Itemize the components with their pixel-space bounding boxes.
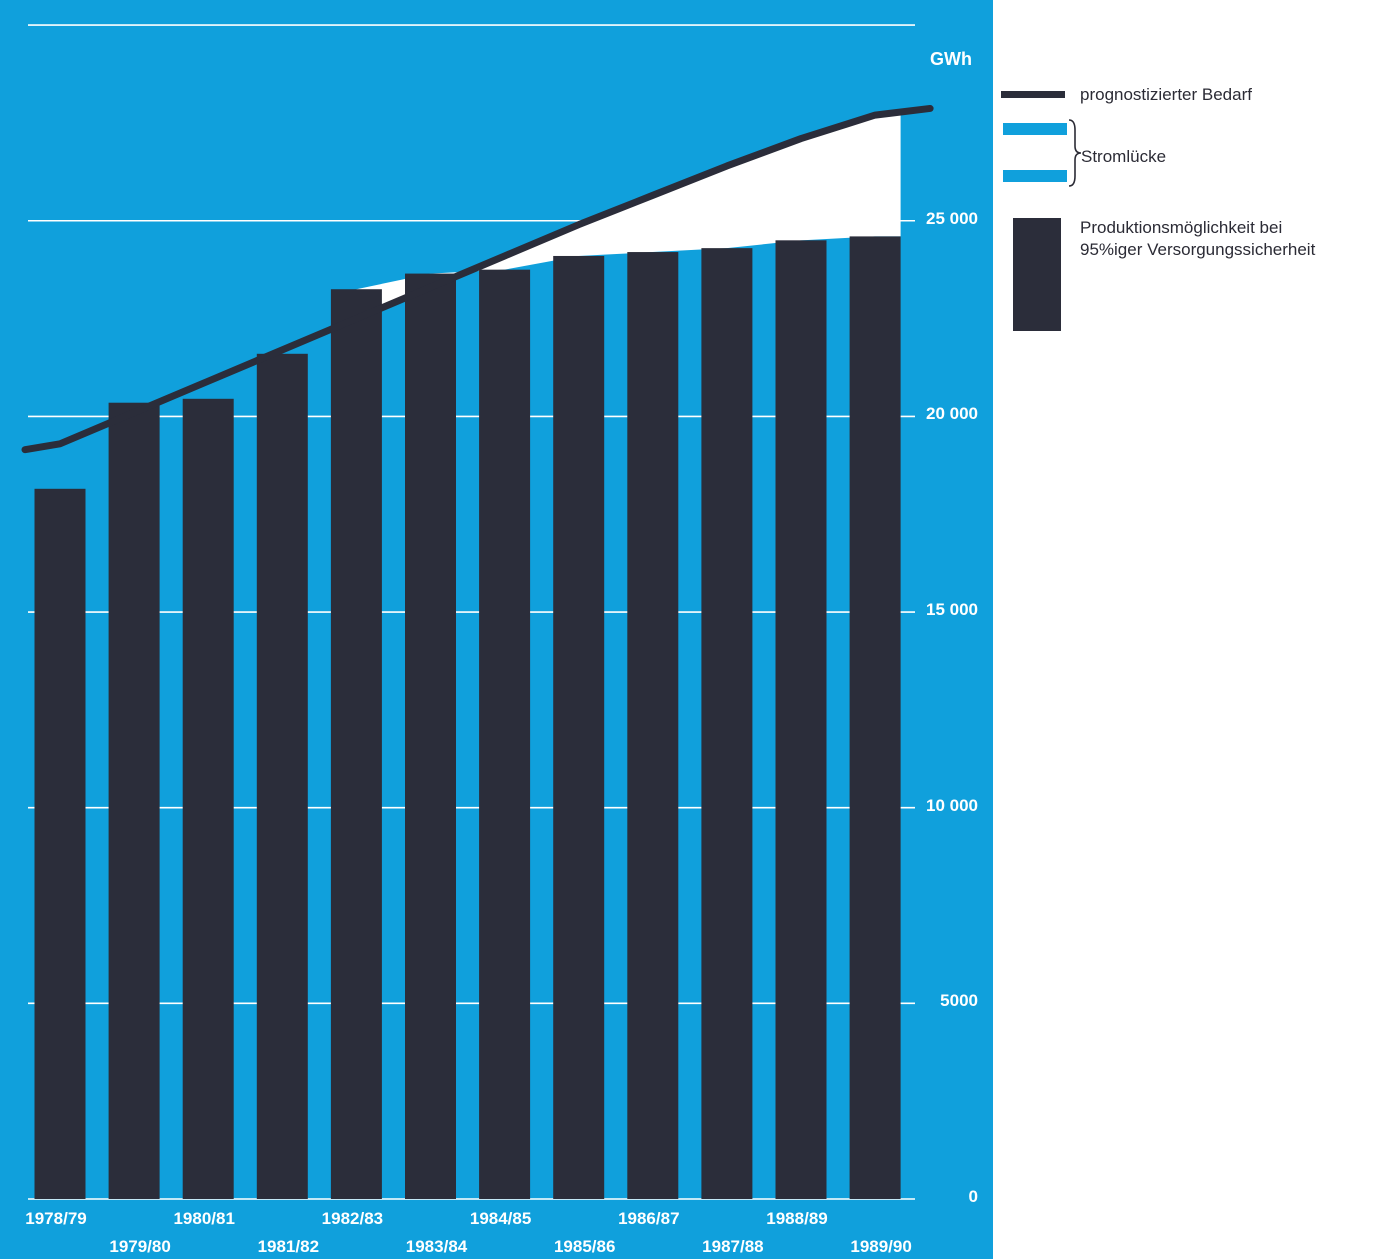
- x-tick-label: 1978/79: [25, 1209, 87, 1228]
- bar-1985-86: [553, 255, 605, 1200]
- x-tick-label: 1987/88: [702, 1237, 764, 1256]
- legend-gap-brace: [1068, 119, 1082, 187]
- bar-1984-85: [479, 269, 531, 1200]
- x-tick-label: 1986/87: [618, 1209, 680, 1228]
- legend-production-swatch: [1013, 218, 1061, 331]
- x-tick-label: 1985/86: [553, 1237, 616, 1256]
- y-tick-label: 0: [968, 1187, 978, 1206]
- demand-line: [21, 104, 934, 454]
- legend-gap-label: Stromlücke: [1081, 147, 1167, 166]
- supply-gap-area: [356, 109, 901, 319]
- bar-1986-87: [627, 252, 679, 1199]
- y-tick-label: 15 000: [926, 600, 978, 620]
- x-tick-label: 1979/80: [109, 1237, 171, 1256]
- legend: prognostizierter Bedarf Stromlücke Produ…: [993, 0, 1378, 400]
- x-tick-label: 1989/90: [850, 1237, 912, 1256]
- bar-1981-82: [256, 353, 308, 1199]
- y-tick-label: 5000: [940, 991, 978, 1011]
- legend-production-label-line1: Produktionsmöglichkeit bei: [1080, 218, 1283, 237]
- bar-1987-88: [701, 248, 753, 1200]
- y-axis-unit: GWh: [930, 49, 972, 69]
- bar-1978-79: [34, 488, 86, 1199]
- y-tick-label: 25 000: [926, 208, 978, 228]
- bar-1982-83: [330, 289, 382, 1199]
- legend-demand-label: prognostizierter Bedarf: [1080, 85, 1252, 104]
- legend-gap-swatch-top: [1003, 123, 1067, 135]
- bar-1989-90: [849, 236, 901, 1200]
- x-tick-label: 1984/85: [469, 1209, 532, 1228]
- y-tick-label: 20 000: [926, 404, 978, 424]
- legend-production-label-line2: 95%iger Versorgungssicherheit: [1080, 240, 1316, 259]
- x-tick-label: 1980/81: [173, 1209, 235, 1228]
- x-tick-label: 1983/84: [405, 1237, 468, 1256]
- chart-panel: GWh 0 5000 10 000 15 000 20 000 25 000 1978/7…: [0, 0, 993, 1259]
- bar-1983-84: [405, 273, 456, 1199]
- bar-1979-80: [108, 402, 160, 1200]
- x-tick-label: 1988/89: [766, 1209, 828, 1228]
- bar-1980-81: [182, 398, 234, 1199]
- legend-demand-swatch: [1001, 91, 1065, 98]
- chart-plot: [21, 24, 934, 1200]
- legend-gap-swatch-bottom: [1003, 170, 1067, 182]
- x-tick-label: 1981/82: [257, 1237, 320, 1256]
- x-tick-label: 1982/83: [321, 1209, 384, 1228]
- bar-1988-89: [775, 240, 827, 1199]
- y-tick-label: 10 000: [926, 795, 978, 815]
